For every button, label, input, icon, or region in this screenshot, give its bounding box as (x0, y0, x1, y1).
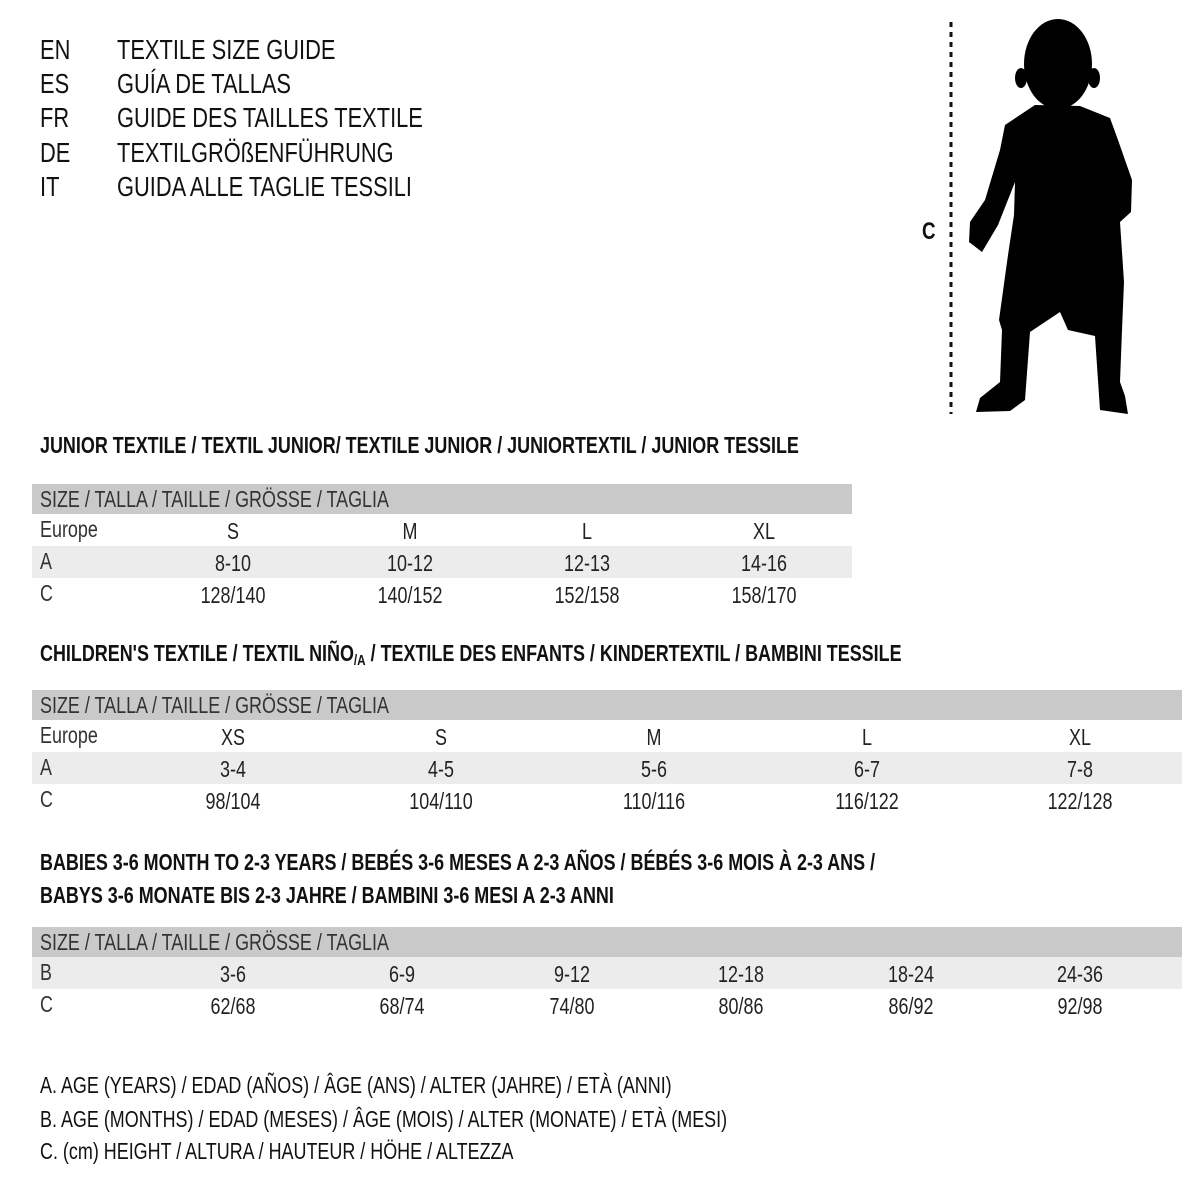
table-cell: 86/92 (888, 993, 934, 1019)
table-cell: L (582, 518, 592, 544)
table-header: SIZE / TALLA / TAILLE / GRÖSSE / TAGLIA (32, 484, 852, 514)
table-cell: 80/86 (718, 993, 764, 1019)
row-label: A (40, 548, 52, 574)
table-row: C 128/140 140/152 152/158 158/170 (32, 578, 852, 610)
row-label: C (40, 991, 53, 1017)
table-cell: 140/152 (377, 582, 443, 608)
height-measure-label: C (922, 218, 936, 245)
table-cell: S (227, 518, 239, 544)
lang-title: GUIDA ALLE TAGLIE TESSILI (117, 171, 412, 202)
table-cell: 92/98 (1057, 993, 1103, 1019)
lang-title: GUÍA DE TALLAS (117, 68, 291, 99)
table-cell: 104/110 (409, 788, 473, 814)
lang-code: IT (40, 171, 60, 202)
table-cell: 128/140 (200, 582, 266, 608)
table-cell: 4-5 (428, 756, 454, 782)
table-cell: 68/74 (379, 993, 425, 1019)
table-cell: 5-6 (641, 756, 667, 782)
lang-code: DE (40, 137, 71, 168)
lang-code: ES (40, 68, 70, 99)
table-cell: 6-7 (854, 756, 880, 782)
table-cell: 14-16 (741, 550, 787, 576)
table-row: A 3-4 4-5 5-6 6-7 7-8 (32, 752, 1182, 784)
section-title-children: CHILDREN'S TEXTILE / TEXTIL NIÑO/A / TEX… (40, 640, 902, 669)
table-cell: 3-4 (220, 756, 246, 782)
table-cell: 12-18 (718, 961, 764, 987)
lang-code: FR (40, 102, 70, 133)
table-row: B 3-6 6-9 9-12 12-18 18-24 24-36 (32, 957, 1182, 989)
babies-size-table: SIZE / TALLA / TAILLE / GRÖSSE / TAGLIA … (32, 927, 1182, 1021)
table-cell: 62/68 (210, 993, 256, 1019)
table-row: C 98/104 104/110 110/116 116/122 122/128 (32, 784, 1182, 816)
children-size-table: SIZE / TALLA / TAILLE / GRÖSSE / TAGLIA … (32, 690, 1182, 816)
section-title-babies: BABIES 3-6 MONTH TO 2-3 YEARS / BEBÉS 3-… (40, 849, 876, 875)
legend-c: C. (cm) HEIGHT / ALTURA / HAUTEUR / HÖHE… (40, 1138, 514, 1164)
table-cell: 3-6 (220, 961, 246, 987)
child-silhouette-icon (949, 19, 1132, 414)
table-header: SIZE / TALLA / TAILLE / GRÖSSE / TAGLIA (32, 927, 1182, 957)
table-cell: XL (753, 518, 775, 544)
junior-size-table: SIZE / TALLA / TAILLE / GRÖSSE / TAGLIA … (32, 484, 852, 610)
table-cell: M (646, 724, 662, 750)
row-label: Europe (40, 516, 98, 542)
table-cell: 24-36 (1057, 961, 1103, 987)
legend-b: B. AGE (MONTHS) / EDAD (MESES) / ÂGE (MO… (40, 1106, 728, 1132)
row-label: Europe (40, 722, 98, 748)
row-label: B (40, 959, 52, 985)
table-cell: L (862, 724, 872, 750)
table-cell: 12-13 (564, 550, 610, 576)
lang-title: GUIDE DES TAILLES TEXTILE (117, 102, 423, 133)
table-row: C 62/68 68/74 74/80 80/86 86/92 92/98 (32, 989, 1182, 1021)
lang-title: TEXTILE SIZE GUIDE (117, 34, 336, 65)
table-cell: 7-8 (1067, 756, 1093, 782)
silhouette-head (1024, 19, 1092, 109)
table-cell: 18-24 (888, 961, 934, 987)
row-label: C (40, 786, 53, 812)
table-cell: XL (1069, 724, 1091, 750)
table-header: SIZE / TALLA / TAILLE / GRÖSSE / TAGLIA (32, 690, 1182, 720)
silhouette-body (969, 105, 1132, 414)
table-cell: 152/158 (554, 582, 620, 608)
table-cell: 122/128 (1047, 788, 1113, 814)
lang-code: EN (40, 34, 71, 65)
section-title-junior: JUNIOR TEXTILE / TEXTIL JUNIOR/ TEXTILE … (40, 432, 799, 458)
legend-a: A. AGE (YEARS) / EDAD (AÑOS) / ÂGE (ANS)… (40, 1072, 672, 1098)
table-cell: S (435, 724, 447, 750)
table-row: Europe S M L XL (32, 514, 852, 546)
table-cell: 8-10 (215, 550, 251, 576)
table-cell: 10-12 (387, 550, 433, 576)
section-title-babies-2: BABYS 3-6 MONATE BIS 2-3 JAHRE / BAMBINI… (40, 882, 614, 908)
table-row: Europe XS S M L XL (32, 720, 1182, 752)
table-cell: 74/80 (549, 993, 595, 1019)
table-cell: 9-12 (554, 961, 590, 987)
row-label: C (40, 580, 53, 606)
table-cell: 98/104 (205, 788, 261, 814)
lang-title: TEXTILGRÖßENFÜHRUNG (117, 137, 394, 168)
table-cell: 116/122 (835, 788, 899, 814)
row-label: A (40, 754, 52, 780)
table-cell: 110/116 (622, 788, 686, 814)
table-cell: M (402, 518, 418, 544)
table-cell: XS (221, 724, 245, 750)
table-row: A 8-10 10-12 12-13 14-16 (32, 546, 852, 578)
table-cell: 158/170 (731, 582, 797, 608)
table-cell: 6-9 (389, 961, 415, 987)
